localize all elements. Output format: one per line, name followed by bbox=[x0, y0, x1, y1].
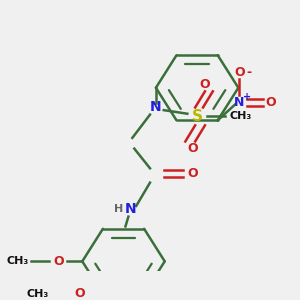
Text: +: + bbox=[243, 92, 251, 102]
Text: N: N bbox=[150, 100, 162, 115]
Text: H: H bbox=[114, 205, 123, 214]
Text: -: - bbox=[247, 65, 252, 79]
Text: O: O bbox=[187, 142, 197, 155]
Text: CH₃: CH₃ bbox=[27, 289, 49, 299]
Text: O: O bbox=[234, 65, 244, 79]
Text: S: S bbox=[192, 109, 203, 124]
Text: CH₃: CH₃ bbox=[6, 256, 28, 266]
Text: O: O bbox=[53, 255, 64, 268]
Text: O: O bbox=[200, 78, 210, 91]
Text: O: O bbox=[74, 287, 85, 300]
Text: CH₃: CH₃ bbox=[229, 111, 251, 122]
Text: N: N bbox=[124, 202, 136, 217]
Text: O: O bbox=[188, 167, 199, 180]
Text: O: O bbox=[266, 96, 276, 109]
Text: N: N bbox=[234, 96, 244, 109]
